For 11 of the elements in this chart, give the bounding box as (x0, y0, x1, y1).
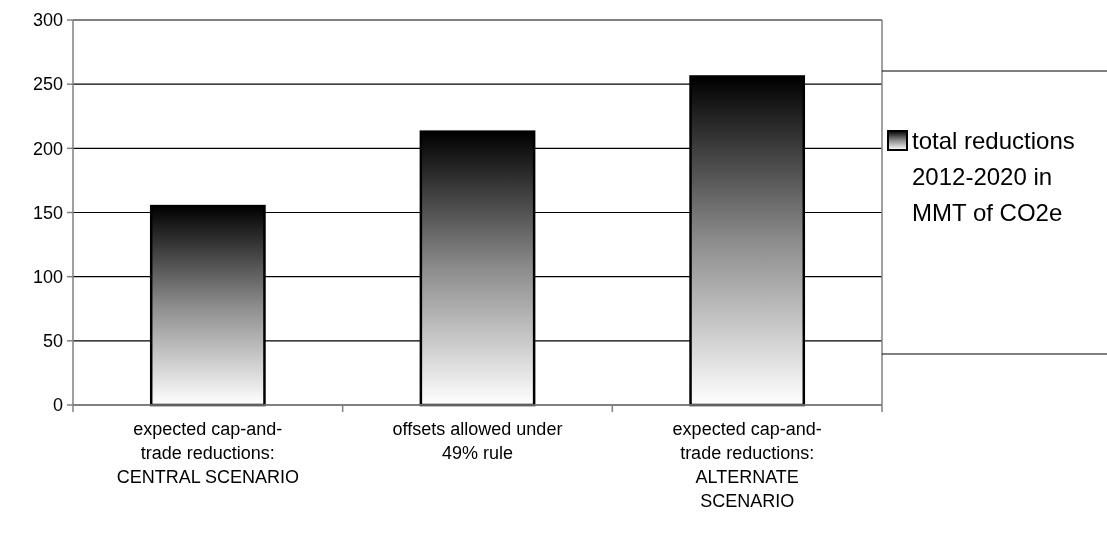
x-tick-label: expected cap-and-trade reductions: ALTERNATE SCENARIO (672, 419, 822, 511)
x-tick-label: offsets allowed under 49% rule (392, 419, 563, 463)
x-tick-label: expected cap-and-trade reductions: CENTRAL SCENARIO (116, 419, 300, 487)
y-tick-label: 50 (42, 331, 63, 352)
y-tick-label: 250 (32, 74, 63, 95)
y-tick-label: 300 (32, 10, 63, 31)
y-tick-label: 100 (32, 266, 63, 287)
y-tick-label: 0 (52, 395, 63, 416)
y-tick-label: 150 (32, 202, 63, 223)
legend-label: total reductions 2012-2020 in MMT of CO2e (912, 127, 1075, 226)
y-tick-label: 200 (32, 138, 63, 159)
